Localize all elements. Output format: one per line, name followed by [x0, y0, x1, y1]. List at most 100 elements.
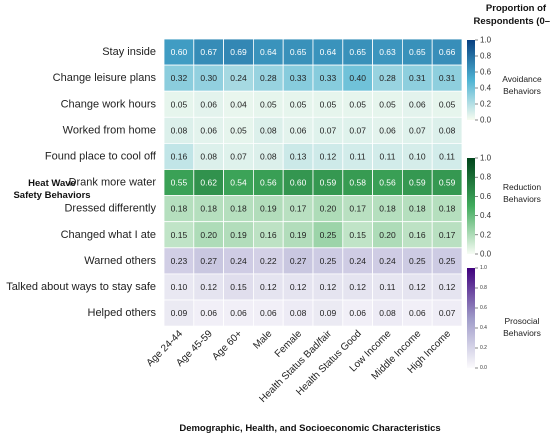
cell-value-label: 0.04 [230, 99, 247, 109]
cell-value-label: 0.20 [320, 204, 337, 214]
cell-value-label: 0.65 [290, 47, 307, 57]
cell-value-label: 0.07 [349, 125, 366, 135]
cell-value-label: 0.23 [171, 256, 188, 266]
heatmap-cell [163, 90, 195, 118]
row-label: Worked from home [63, 124, 156, 136]
heatmap-cell [312, 195, 344, 223]
cell-value-label: 0.12 [349, 282, 366, 292]
heatmap-cell [372, 247, 403, 275]
heatmap-cell [401, 247, 433, 275]
heatmap-cell [163, 273, 195, 301]
cell-value-label: 0.06 [230, 308, 247, 318]
colorbar-tick-label: 0.4 [480, 211, 492, 220]
row-label: Change leisure plans [53, 72, 157, 84]
cell-value-label: 0.20 [200, 230, 217, 240]
cell-value-label: 0.25 [320, 230, 337, 240]
colorbar-tick-label: 0.2 [480, 230, 492, 239]
cell-value-label: 0.08 [260, 125, 277, 135]
cell-value-label: 0.09 [320, 308, 337, 318]
cell-value-label: 0.25 [409, 256, 426, 266]
cell-value-label: 0.10 [409, 151, 426, 161]
cell-value-label: 0.12 [200, 282, 217, 292]
heatmap-cell [431, 142, 463, 170]
heatmap-cell [163, 247, 195, 275]
cell-value-label: 0.24 [230, 73, 247, 83]
cell-value-label: 0.17 [290, 204, 307, 214]
colorbar-tick-label: 0.8 [480, 285, 487, 291]
cell-value-label: 0.18 [439, 204, 456, 214]
cell-value-label: 0.33 [290, 73, 307, 83]
heatmap-cell [282, 273, 314, 301]
colorbar-tick-label: 0.0 [480, 116, 492, 125]
colorbar-group-label: Reduction [503, 182, 542, 192]
cell-value-label: 0.16 [171, 151, 188, 161]
cell-value-label: 0.11 [380, 282, 396, 292]
colorbar-tick-label: 0.4 [480, 325, 487, 331]
cell-value-label: 0.63 [379, 47, 396, 57]
heatmap-cell [372, 38, 403, 66]
cell-value-label: 0.18 [200, 204, 217, 214]
heatmap-cell [431, 90, 463, 118]
colorbar-group-label: Behaviors [503, 328, 541, 338]
heatmap-cell [372, 273, 403, 301]
cell-value-label: 0.13 [290, 151, 307, 161]
cell-value-label: 0.31 [439, 73, 456, 83]
cell-value-label: 0.12 [409, 282, 426, 292]
cell-value-label: 0.08 [379, 308, 396, 318]
cell-value-label: 0.18 [409, 204, 426, 214]
heatmap-cell [193, 221, 225, 249]
cell-value-label: 0.07 [439, 308, 456, 318]
heatmap-cell [342, 299, 373, 327]
heatmap-cell [282, 142, 314, 170]
heatmap-cell [431, 64, 463, 92]
colorbar-tick-label: 0.8 [480, 173, 492, 182]
cell-value-label: 0.28 [260, 73, 277, 83]
cell-value-label: 0.64 [320, 47, 337, 57]
heatmap-cell [312, 169, 344, 197]
cell-value-label: 0.06 [409, 99, 426, 109]
colorbars: 1.0 0.8 0.6 0.4 0.2 0.0 Avoidance Behaviors 1.0 0… [467, 36, 542, 371]
x-axis-title: Demographic, Health, and Socioeconomic C… [179, 423, 440, 434]
heatmap-cell [342, 221, 373, 249]
cell-value-label: 0.24 [230, 256, 247, 266]
cell-value-label: 0.25 [320, 256, 337, 266]
heatmap-cell [342, 64, 373, 92]
colorbar-tick-label: 0.0 [480, 250, 492, 259]
cell-value-label: 0.16 [260, 230, 277, 240]
cell-value-label: 0.05 [290, 99, 307, 109]
heatmap-cell [342, 195, 373, 223]
cell-value-label: 0.30 [200, 73, 217, 83]
column-label: Male [251, 328, 274, 351]
colorbar-tick-label: 0.6 [480, 68, 492, 77]
cell-value-label: 0.17 [349, 204, 366, 214]
cell-value-label: 0.28 [379, 73, 396, 83]
heatmap-cell [252, 195, 284, 223]
cell-value-label: 0.67 [200, 47, 217, 57]
cell-value-label: 0.08 [290, 308, 307, 318]
cell-value-label: 0.06 [349, 308, 366, 318]
cell-value-label: 0.31 [409, 73, 426, 83]
heatmap-cell [282, 169, 314, 197]
cell-value-label: 0.54 [230, 178, 247, 188]
cell-value-label: 0.05 [439, 99, 456, 109]
heatmap-cell [282, 299, 314, 327]
cell-value-label: 0.24 [349, 256, 366, 266]
heatmap-cell [163, 38, 195, 66]
cell-value-label: 0.65 [349, 47, 366, 57]
colorbar-tick-label: 0.6 [480, 192, 492, 201]
colorbar-tick-label: 0.0 [480, 365, 487, 371]
cell-value-label: 0.20 [379, 230, 396, 240]
cell-value-label: 0.60 [171, 47, 188, 57]
heatmap-cell [312, 38, 344, 66]
heatmap-cell [431, 247, 463, 275]
cell-value-label: 0.07 [230, 151, 247, 161]
heatmap-cell [372, 90, 403, 118]
heatmap-cell [401, 221, 433, 249]
cell-value-label: 0.33 [320, 73, 337, 83]
row-label: Warned others [84, 255, 156, 267]
heatmap-cell [401, 90, 433, 118]
row-label: Stay inside [102, 46, 156, 58]
cell-value-label: 0.40 [349, 73, 366, 83]
